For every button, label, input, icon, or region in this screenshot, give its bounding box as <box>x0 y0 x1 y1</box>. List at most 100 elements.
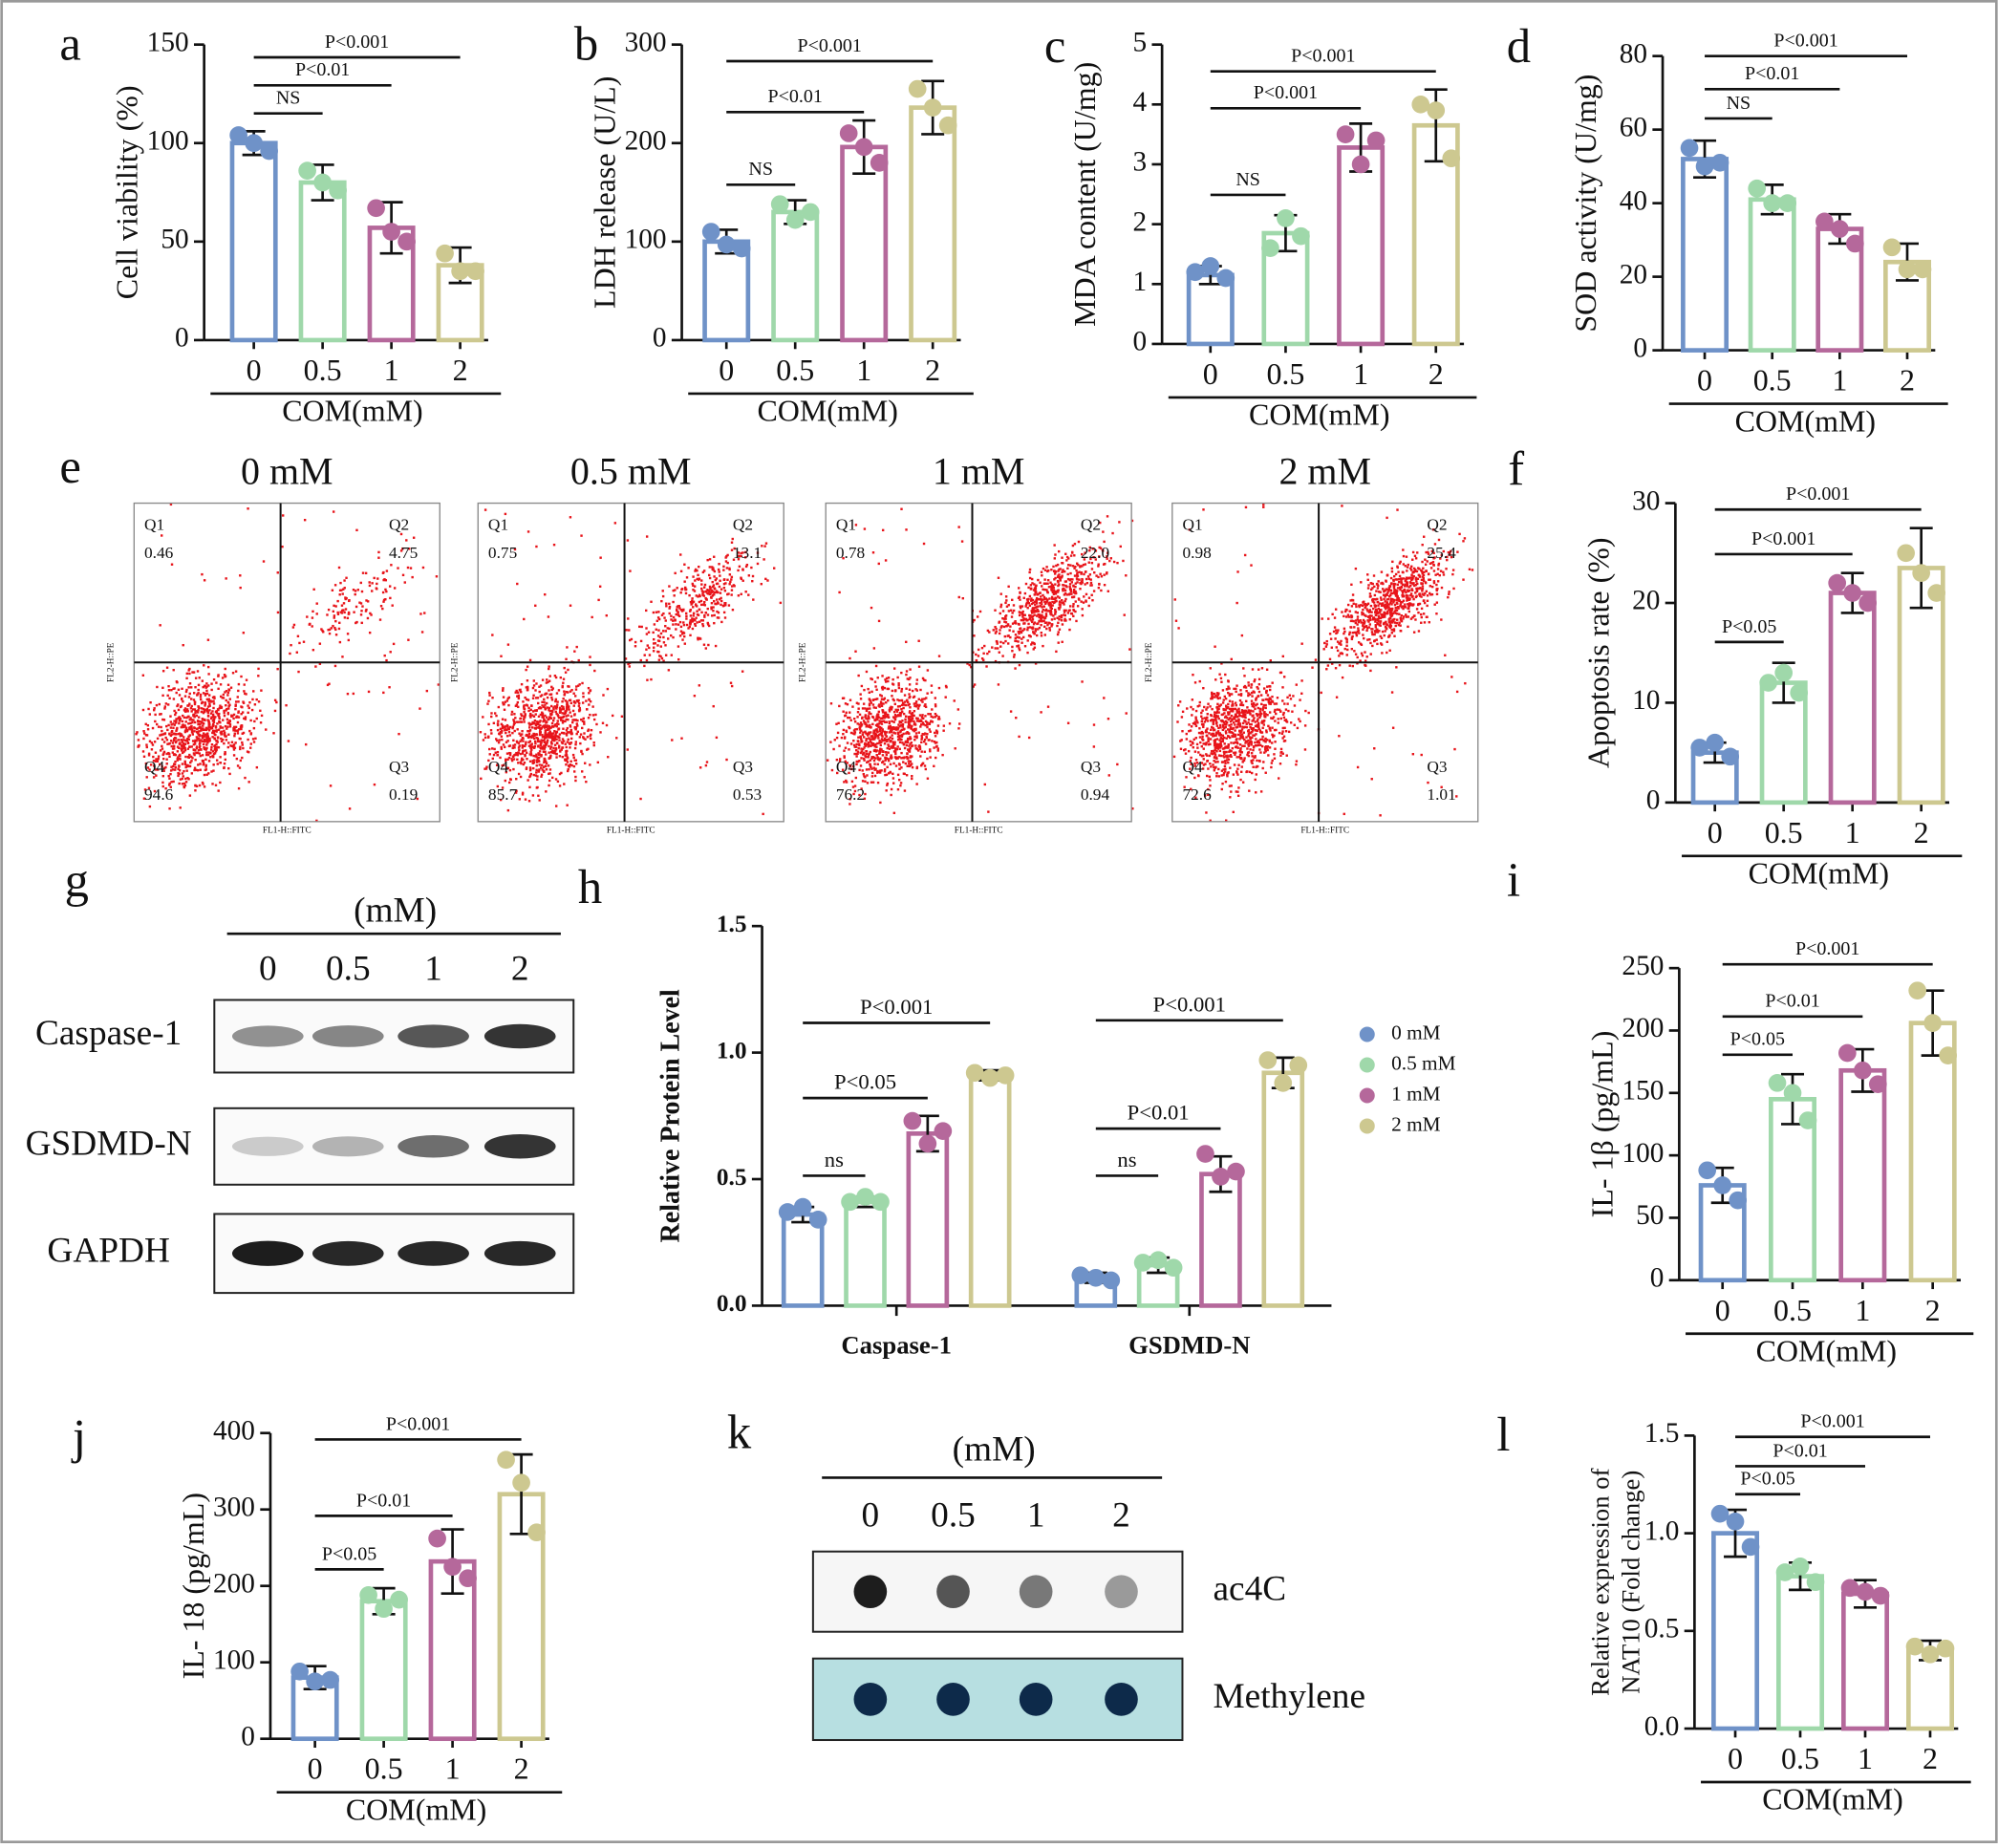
event-dot <box>719 598 720 600</box>
event-dot <box>686 576 688 578</box>
event-dot <box>156 686 158 688</box>
comparison-label: P<0.001 <box>1751 528 1815 549</box>
event-dot <box>908 726 910 728</box>
event-dot <box>1291 711 1293 713</box>
event-dot <box>874 749 876 751</box>
event-dot <box>376 577 378 579</box>
event-dot <box>671 739 673 741</box>
event-dot <box>1015 622 1017 624</box>
event-dot <box>1082 614 1084 616</box>
event-dot <box>695 617 697 619</box>
event-dot <box>235 726 237 728</box>
event-dot <box>229 744 231 746</box>
event-dot <box>533 679 535 681</box>
quadrant-name: Q2 <box>733 516 753 534</box>
event-dot <box>872 551 874 553</box>
event-dot <box>504 709 505 711</box>
event-dot <box>1052 566 1054 568</box>
event-dot <box>521 730 523 732</box>
event-dot <box>694 623 696 625</box>
event-dot <box>410 567 412 569</box>
event-dot <box>185 717 187 719</box>
event-dot <box>215 681 217 683</box>
event-dot <box>850 742 852 744</box>
event-dot <box>178 783 180 784</box>
event-dot <box>1065 559 1067 561</box>
event-dot <box>1036 634 1038 636</box>
event-dot <box>147 728 149 730</box>
event-dot <box>544 715 546 717</box>
event-dot <box>918 666 920 668</box>
event-dot <box>1062 562 1063 564</box>
event-dot <box>919 745 921 747</box>
event-dot <box>221 741 223 742</box>
event-dot <box>537 738 539 740</box>
event-dot <box>1046 591 1048 592</box>
event-dot <box>212 714 214 716</box>
event-dot <box>929 722 931 724</box>
event-dot <box>569 763 571 765</box>
event-dot <box>1288 731 1290 733</box>
event-dot <box>539 799 541 801</box>
data-point <box>1776 1563 1794 1581</box>
event-dot <box>1214 735 1216 737</box>
event-dot <box>581 682 583 684</box>
event-dot <box>201 728 203 730</box>
event-dot <box>893 667 895 669</box>
event-dot <box>849 711 850 713</box>
event-dot <box>908 760 910 762</box>
event-dot <box>674 619 676 621</box>
event-dot <box>935 703 936 705</box>
event-dot <box>912 715 913 717</box>
event-dot <box>931 740 933 741</box>
event-dot <box>900 739 902 741</box>
data-point <box>1841 1579 1859 1598</box>
event-dot <box>170 740 172 741</box>
event-dot <box>1111 532 1113 534</box>
event-dot <box>1068 593 1070 595</box>
event-dot <box>707 644 709 646</box>
event-dot <box>919 755 921 757</box>
event-dot <box>658 658 660 660</box>
event-dot <box>884 714 886 716</box>
event-dot <box>204 694 206 696</box>
event-dot <box>583 732 585 734</box>
event-dot <box>1027 639 1029 641</box>
event-dot <box>222 726 224 728</box>
event-dot <box>178 722 180 724</box>
event-dot <box>848 748 849 750</box>
event-dot <box>720 604 721 606</box>
event-dot <box>675 628 677 630</box>
event-dot <box>202 679 204 681</box>
event-dot <box>394 587 396 589</box>
event-dot <box>344 616 346 618</box>
event-dot <box>836 737 838 739</box>
event-dot <box>898 699 900 701</box>
event-dot <box>1063 611 1065 612</box>
event-dot <box>397 733 399 735</box>
event-dot <box>844 715 846 717</box>
event-dot <box>520 776 522 778</box>
x-tick-label: 0.5 <box>776 353 814 387</box>
event-dot <box>1233 773 1235 775</box>
event-dot <box>892 773 893 775</box>
event-dot <box>217 709 219 711</box>
event-dot <box>1016 636 1018 638</box>
event-dot <box>615 737 617 739</box>
event-dot <box>506 740 508 741</box>
event-dot <box>199 763 201 764</box>
event-dot <box>1103 563 1105 565</box>
event-dot <box>1029 635 1031 637</box>
event-dot <box>544 751 546 753</box>
event-dot <box>184 784 186 786</box>
event-dot <box>1010 710 1012 712</box>
event-dot <box>506 752 508 754</box>
event-dot <box>859 693 861 695</box>
event-dot <box>924 732 926 734</box>
event-dot <box>665 655 667 656</box>
event-dot <box>187 756 189 758</box>
event-dot <box>569 725 571 727</box>
comparison-label: P<0.01 <box>1772 1440 1827 1461</box>
event-dot <box>488 694 490 696</box>
event-dot <box>1217 727 1219 729</box>
